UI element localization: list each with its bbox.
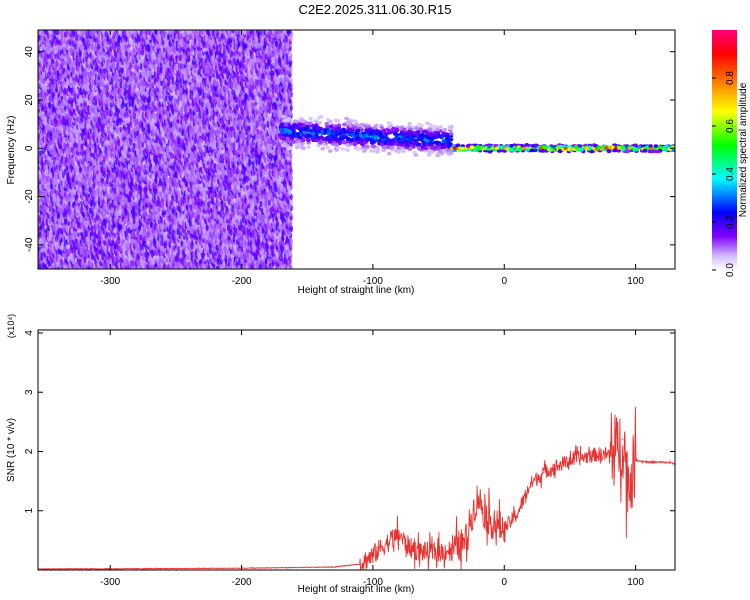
page-title: C2E2.2025.311.06.30.R15 [298, 2, 452, 17]
noise-cell [46, 52, 50, 59]
noise-cell [38, 214, 43, 221]
noise-cell [68, 57, 72, 64]
noise-cell [60, 258, 64, 265]
noise-cell [55, 179, 59, 186]
noise-cell [46, 230, 50, 237]
noise-cell [55, 189, 60, 196]
noise-cell [132, 111, 136, 118]
noise-cell [55, 113, 59, 121]
noise-cell [41, 173, 45, 180]
spectrogram-region [38, 30, 294, 269]
noise-cell [77, 197, 81, 204]
noise-cell [51, 83, 55, 90]
noise-cell [43, 84, 48, 91]
noise-cell [114, 87, 118, 95]
noise-cell [53, 224, 57, 231]
noise-cell [129, 223, 133, 231]
noise-cell [48, 87, 52, 95]
noise-cell [153, 37, 157, 44]
noise-cell [38, 189, 42, 197]
noise-cell [48, 101, 52, 109]
noise-cell [77, 30, 81, 35]
noise-cell [47, 248, 51, 255]
noise-cell [41, 261, 46, 269]
